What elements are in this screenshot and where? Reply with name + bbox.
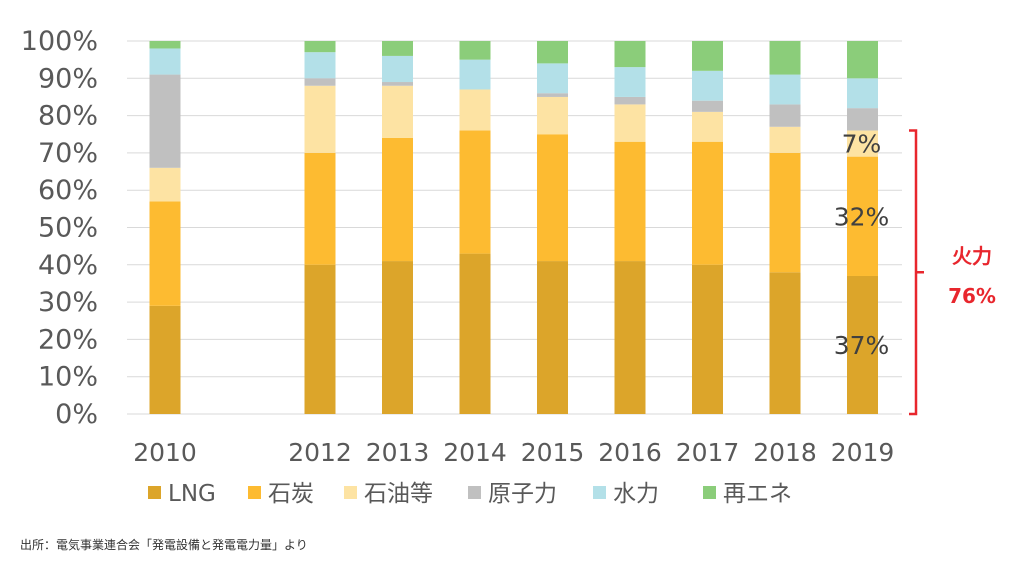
- legend-swatch: [703, 486, 716, 499]
- legend-label: 石炭: [268, 481, 314, 507]
- bar-segment: [769, 126, 801, 153]
- bar-segment: [382, 82, 413, 86]
- bar-segment: [459, 130, 491, 254]
- bar-segment: [847, 130, 878, 157]
- bar-segment: [847, 78, 878, 109]
- bar-segment: [614, 141, 646, 262]
- bar-segment: [149, 41, 181, 49]
- legend-label: LNG: [168, 481, 216, 507]
- y-tick-label: 60%: [38, 175, 98, 206]
- bar-segment: [847, 156, 878, 276]
- y-tick-label: 20%: [38, 324, 98, 355]
- bar-segment: [614, 261, 646, 414]
- annotation-label: 火力: [952, 244, 992, 268]
- bar-segment: [614, 67, 646, 97]
- data-label: 7%: [842, 130, 882, 159]
- y-tick-label: 100%: [21, 26, 98, 57]
- bar-segment: [537, 41, 568, 64]
- bars: [149, 41, 878, 414]
- legend-label: 再エネ: [723, 481, 792, 507]
- bar-segment: [382, 41, 413, 56]
- bar-segment: [537, 134, 568, 262]
- bar-segment: [459, 89, 491, 131]
- x-tick-label: 2013: [366, 438, 430, 467]
- bar-segment: [382, 261, 413, 414]
- y-tick-label: 80%: [38, 101, 98, 132]
- y-tick-label: 0%: [55, 399, 98, 430]
- bar-segment: [769, 152, 801, 273]
- legend-label: 石油等: [364, 481, 433, 507]
- bar-segment: [149, 48, 181, 75]
- bar-segment: [537, 96, 568, 135]
- bar-segment: [692, 111, 723, 142]
- bar-segment: [614, 41, 646, 68]
- bar-segment: [692, 70, 723, 101]
- y-tick-label: 10%: [38, 362, 98, 393]
- x-tick-label: 2014: [443, 438, 507, 467]
- legend-swatch: [468, 486, 481, 499]
- bar-segment: [692, 100, 723, 112]
- bar-segment: [149, 201, 181, 306]
- thermal-power-annotation: 火力 76%: [909, 129, 996, 416]
- x-tick-label: 2015: [521, 438, 585, 467]
- data-labels: 37% 32% 7%: [834, 130, 890, 360]
- bar-segment: [304, 52, 336, 79]
- bar-segment: [304, 152, 336, 265]
- legend-swatch: [344, 486, 357, 499]
- bar-segment: [614, 104, 646, 142]
- bar-segment: [692, 141, 723, 265]
- bar-segment: [149, 305, 181, 414]
- x-tick-label: 2018: [753, 438, 817, 467]
- x-axis-ticks: 2010 2012 2013 2014 2015 2016 2017 2018 2019: [133, 438, 894, 467]
- bar-segment: [769, 272, 801, 414]
- bar-segment: [537, 63, 568, 94]
- bar-segment: [847, 108, 878, 131]
- x-tick-label: 2017: [676, 438, 740, 467]
- bar-segment: [382, 85, 413, 138]
- bar-segment: [459, 41, 491, 60]
- bar-segment: [304, 264, 336, 414]
- legend-label: 原子力: [488, 481, 557, 507]
- data-label: 37%: [834, 331, 890, 360]
- bar-segment: [537, 93, 568, 97]
- legend-label: 水力: [613, 481, 659, 507]
- y-tick-label: 40%: [38, 250, 98, 281]
- x-tick-label: 2019: [831, 438, 895, 467]
- y-tick-label: 30%: [38, 287, 98, 318]
- legend-swatch: [248, 486, 261, 499]
- bar-segment: [149, 74, 181, 168]
- source-note: 出所：電気事業連合会「発電設備と発電電力量」より: [20, 538, 308, 552]
- bar-segment: [769, 74, 801, 105]
- y-tick-label: 50%: [38, 213, 98, 244]
- bar-segment: [847, 275, 878, 414]
- annotation-value: 76%: [948, 284, 996, 308]
- bar-segment: [304, 41, 336, 53]
- legend-swatch: [148, 486, 161, 499]
- bar-segment: [537, 261, 568, 414]
- bar-segment: [459, 59, 491, 90]
- bar-segment: [304, 85, 336, 153]
- bar-segment: [769, 41, 801, 75]
- bar-segment: [382, 137, 413, 262]
- y-axis-ticks: 0% 10% 20% 30% 40% 50% 60% 70% 80% 90% 100%: [21, 26, 98, 430]
- x-tick-label: 2012: [288, 438, 352, 467]
- bar-segment: [769, 104, 801, 127]
- bar-segment: [149, 167, 181, 202]
- legend: LNG 石炭 石油等 原子力 水力 再エネ: [148, 481, 792, 507]
- bar-segment: [847, 41, 878, 79]
- bar-segment: [614, 96, 646, 105]
- x-tick-label: 2010: [133, 438, 197, 467]
- data-label: 32%: [834, 202, 890, 231]
- bar-segment: [459, 253, 491, 414]
- y-tick-label: 90%: [38, 63, 98, 94]
- bar-segment: [692, 41, 723, 71]
- y-tick-label: 70%: [38, 138, 98, 169]
- bar-segment: [382, 55, 413, 83]
- annotation-bracket: [909, 129, 918, 416]
- x-tick-label: 2016: [598, 438, 662, 467]
- bar-segment: [692, 264, 723, 414]
- bar-segment: [304, 78, 336, 86]
- legend-swatch: [593, 486, 606, 499]
